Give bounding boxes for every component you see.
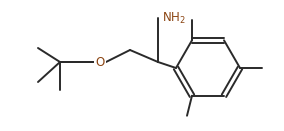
Text: NH$_2$: NH$_2$ — [162, 10, 186, 26]
Text: O: O — [95, 56, 105, 69]
